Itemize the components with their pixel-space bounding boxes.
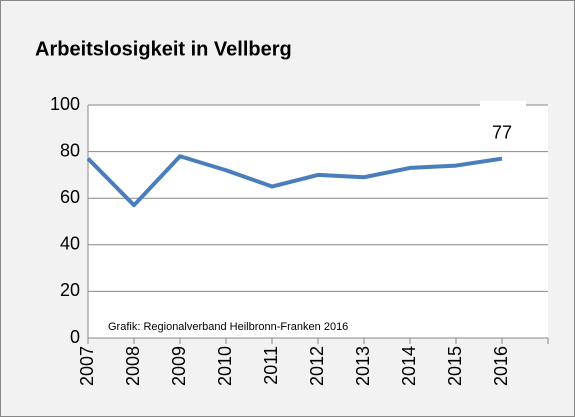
y-tick-label: 20 — [60, 280, 80, 300]
data-label-box — [480, 101, 526, 139]
data-line — [86, 154, 503, 208]
data-label: 77 — [492, 122, 512, 142]
y-tick-label: 40 — [60, 234, 80, 254]
y-tick-label: 0 — [70, 327, 80, 347]
chart-title: Arbeitslosigkeit in Vellberg — [35, 38, 292, 60]
y-tick-label: 100 — [50, 94, 80, 114]
x-tick-label: 2016 — [491, 346, 511, 386]
x-tick-label: 2014 — [399, 346, 419, 386]
plot-area — [88, 105, 548, 338]
x-tick-label: 2008 — [123, 346, 143, 386]
x-tick-label: 2011 — [261, 346, 281, 385]
x-tick-label: 2012 — [307, 346, 327, 386]
x-tick-label: 2015 — [445, 346, 465, 386]
x-tick-label: 2009 — [169, 346, 189, 386]
y-tick-label: 80 — [60, 140, 80, 160]
y-tick-label: 60 — [60, 187, 80, 207]
x-tick-label: 2010 — [215, 346, 235, 386]
x-tick-label: 2007 — [77, 346, 97, 386]
annotation: Grafik: Regionalverband Heilbronn-Franke… — [108, 321, 348, 333]
x-tick-label: 2013 — [353, 346, 373, 386]
